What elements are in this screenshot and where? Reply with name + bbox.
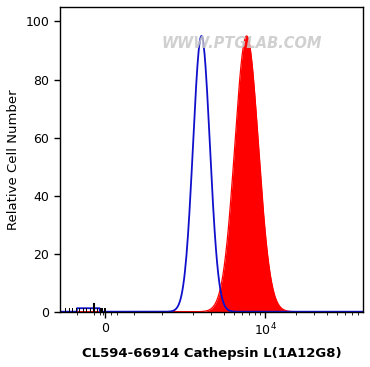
Text: WWW.PTGLAB.COM: WWW.PTGLAB.COM [162,36,322,51]
X-axis label: CL594-66914 Cathepsin L(1A12G8): CL594-66914 Cathepsin L(1A12G8) [82,347,341,360]
Y-axis label: Relative Cell Number: Relative Cell Number [7,89,20,230]
